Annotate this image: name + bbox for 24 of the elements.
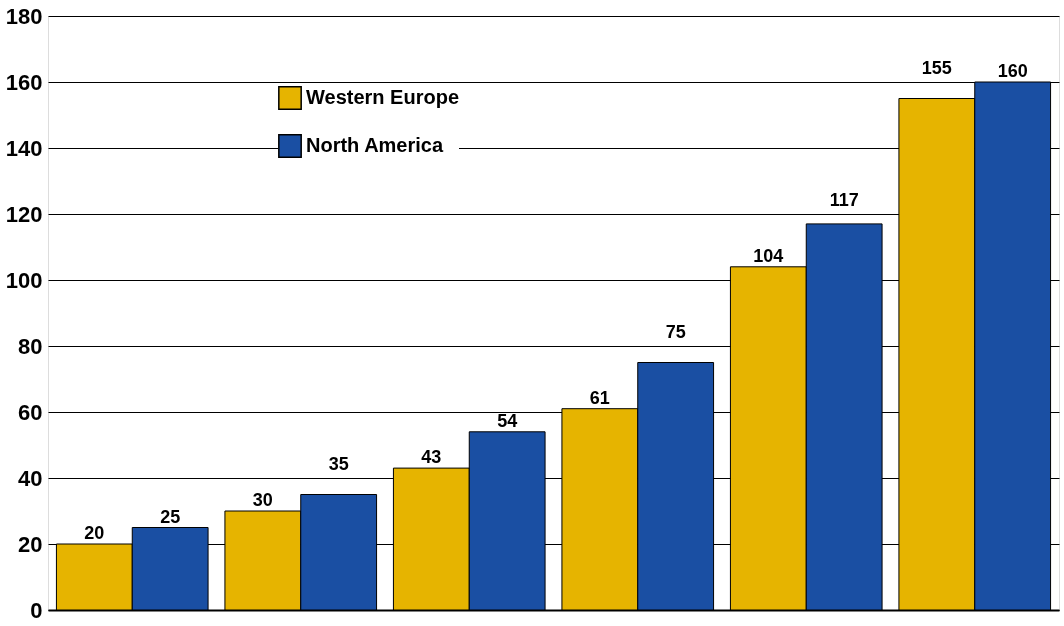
data-label: 25 bbox=[160, 506, 181, 527]
data-label: 30 bbox=[252, 490, 273, 510]
data-label: 61 bbox=[589, 387, 610, 408]
data-label: 43 bbox=[421, 447, 442, 468]
data-label: 54 bbox=[497, 410, 518, 431]
y-tick-label: 120 bbox=[5, 201, 43, 227]
data-label: 104 bbox=[753, 245, 784, 266]
data-label: 160 bbox=[997, 61, 1028, 81]
y-tick-label: 180 bbox=[5, 3, 43, 29]
data-label: 155 bbox=[921, 57, 952, 78]
data-label: 75 bbox=[665, 321, 686, 342]
y-tick-label: 80 bbox=[18, 333, 43, 359]
y-tick-label: 20 bbox=[18, 531, 43, 557]
y-tick-label: 40 bbox=[18, 465, 43, 491]
y-tick-label: 0 bbox=[30, 597, 43, 623]
y-tick-label: 100 bbox=[5, 267, 43, 293]
y-tick-label: 160 bbox=[5, 69, 43, 95]
data-label: 117 bbox=[829, 189, 859, 210]
legend-label: North America bbox=[306, 134, 444, 156]
data-label: 20 bbox=[84, 523, 105, 543]
data-label: 35 bbox=[328, 453, 349, 474]
y-tick-label: 60 bbox=[18, 399, 43, 425]
y-tick-label: 140 bbox=[5, 135, 43, 161]
legend-label: Western Europe bbox=[306, 86, 459, 108]
